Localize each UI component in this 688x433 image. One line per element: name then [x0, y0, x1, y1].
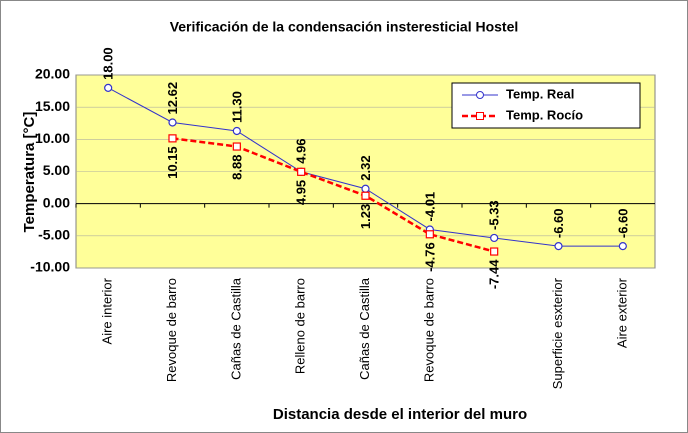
- marker: [168, 118, 177, 127]
- x-axis-title: Distancia desde el interior del muro: [273, 406, 527, 423]
- marker: [168, 134, 177, 143]
- data-label: -6.60: [615, 208, 630, 238]
- series-line: [172, 137, 495, 253]
- legend-marker: [476, 91, 484, 99]
- x-tick-label: Cañas de Castilla: [228, 277, 243, 380]
- legend-box: [451, 82, 641, 129]
- data-label: 1.23: [358, 204, 373, 229]
- marker: [425, 230, 434, 239]
- x-tick-label: Revoque de barro: [421, 278, 436, 382]
- x-tick-label: Superficie esxterior: [550, 277, 565, 389]
- legend-marker: [476, 112, 484, 120]
- data-label: 11.30: [229, 91, 244, 123]
- y-tick-label: 5.00: [43, 162, 70, 178]
- x-tick-label: Aire exterior: [614, 277, 629, 348]
- marker: [490, 247, 499, 256]
- legend-label: Temp. Real: [506, 86, 574, 101]
- y-tick-label: 10.00: [35, 130, 70, 146]
- data-label: -6.60: [551, 208, 566, 238]
- data-label: -4.76: [422, 242, 437, 272]
- y-tick-label: 15.00: [35, 98, 70, 114]
- legend-label: Temp. Rocío: [506, 107, 583, 122]
- marker: [618, 242, 627, 251]
- y-axis-title: Temperatura [°C]: [21, 112, 38, 233]
- data-label: 18.00: [101, 47, 116, 80]
- data-label: 4.95: [294, 180, 309, 205]
- data-label: 8.88: [229, 155, 244, 180]
- data-label: -4.01: [422, 192, 437, 222]
- data-label: -7.44: [487, 259, 502, 289]
- data-label: -5.33: [487, 200, 502, 230]
- marker: [361, 184, 370, 193]
- marker: [554, 242, 563, 251]
- y-tick-label: -5.00: [38, 227, 70, 243]
- marker: [297, 167, 306, 176]
- marker: [232, 142, 241, 151]
- y-tick-label: 20.00: [35, 66, 70, 82]
- marker: [490, 233, 499, 243]
- data-label: 12.62: [165, 82, 180, 115]
- y-tick-label: -10.00: [30, 259, 70, 275]
- x-tick-label: Revoque de barro: [164, 278, 179, 382]
- marker: [104, 83, 113, 92]
- marker: [361, 191, 370, 200]
- x-tick-label: Cañas de Castilla: [357, 277, 372, 380]
- data-label: 4.96: [294, 138, 309, 163]
- marker: [232, 126, 241, 136]
- x-tick-label: Relleno de barro: [293, 278, 308, 374]
- data-label: 2.32: [358, 155, 373, 180]
- y-tick-label: 0.00: [43, 194, 70, 210]
- x-tick-label: Aire interior: [100, 277, 115, 344]
- data-label: 10.15: [165, 146, 180, 179]
- chart-title: Verificación de la condensación insteres…: [170, 19, 519, 35]
